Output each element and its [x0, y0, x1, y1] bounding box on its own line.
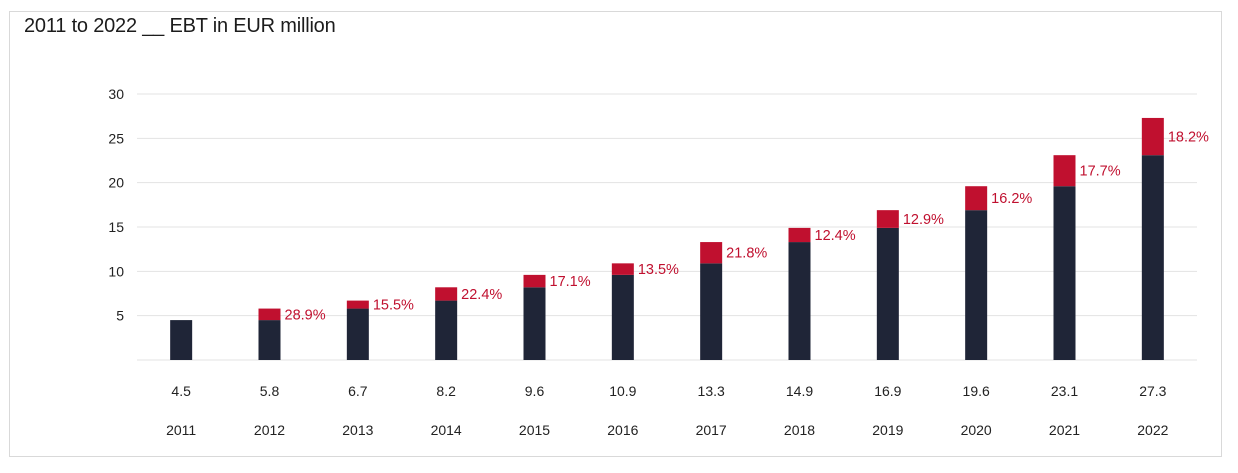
- growth-label: 21.8%: [726, 246, 767, 262]
- bar-increase: [1053, 155, 1076, 187]
- bar-increase: [435, 287, 458, 301]
- value-label: 19.6: [963, 383, 990, 399]
- bar-base: [346, 308, 369, 360]
- value-label: 4.5: [171, 383, 191, 399]
- bar-base: [788, 242, 811, 360]
- y-tick-label: 20: [108, 175, 124, 191]
- bar-base: [876, 227, 899, 360]
- x-tick-label: 2016: [607, 422, 638, 438]
- bar-increase: [1141, 117, 1164, 156]
- bar-increase: [700, 242, 723, 264]
- y-tick-label: 25: [108, 130, 124, 146]
- x-tick-label: 2019: [872, 422, 903, 438]
- bar-increase: [346, 300, 369, 309]
- x-tick-label: 2020: [961, 422, 992, 438]
- value-label: 13.3: [698, 383, 725, 399]
- value-label: 5.8: [260, 383, 280, 399]
- bar-increase: [876, 210, 899, 228]
- bar-increase: [258, 308, 281, 321]
- bar-base: [258, 320, 281, 360]
- growth-label: 17.7%: [1080, 164, 1121, 180]
- x-tick-label: 2013: [342, 422, 373, 438]
- growth-label: 13.5%: [638, 262, 679, 278]
- bar-base: [1053, 186, 1076, 360]
- x-tick-label: 2015: [519, 422, 550, 438]
- growth-label: 12.4%: [815, 228, 856, 244]
- bar-base: [611, 274, 634, 360]
- bar-increase: [965, 186, 988, 211]
- value-label: 6.7: [348, 383, 368, 399]
- growth-label: 18.2%: [1168, 130, 1209, 146]
- chart-card: [9, 11, 1222, 457]
- bar-base: [965, 210, 988, 360]
- chart-title: 2011 to 2022 __ EBT in EUR million: [24, 15, 336, 37]
- growth-label: 17.1%: [550, 274, 591, 290]
- bar-base: [170, 320, 193, 360]
- value-label: 16.9: [874, 383, 901, 399]
- bar-base: [523, 287, 546, 360]
- value-label: 9.6: [525, 383, 545, 399]
- x-tick-label: 2022: [1137, 422, 1168, 438]
- x-tick-label: 2018: [784, 422, 815, 438]
- x-tick-label: 2014: [431, 422, 462, 438]
- value-label: 8.2: [436, 383, 456, 399]
- bar-base: [1141, 155, 1164, 360]
- growth-label: 12.9%: [903, 212, 944, 228]
- x-tick-label: 2012: [254, 422, 285, 438]
- bar-base: [435, 300, 458, 360]
- x-tick-label: 2017: [696, 422, 727, 438]
- y-tick-label: 15: [108, 219, 124, 235]
- bar-increase: [611, 263, 634, 275]
- growth-label: 22.4%: [461, 287, 502, 303]
- y-tick-label: 5: [116, 308, 124, 324]
- y-tick-label: 30: [108, 86, 124, 102]
- value-label: 27.3: [1139, 383, 1166, 399]
- x-tick-label: 2021: [1049, 422, 1080, 438]
- value-label: 10.9: [609, 383, 636, 399]
- value-label: 14.9: [786, 383, 813, 399]
- growth-label: 15.5%: [373, 298, 414, 314]
- growth-label: 28.9%: [285, 307, 326, 323]
- bar-base: [700, 263, 723, 360]
- bar-increase: [788, 227, 811, 243]
- value-label: 23.1: [1051, 383, 1078, 399]
- bar-increase: [523, 274, 546, 288]
- growth-label: 16.2%: [991, 191, 1032, 207]
- x-tick-label: 2011: [166, 422, 196, 438]
- y-tick-label: 10: [108, 263, 124, 279]
